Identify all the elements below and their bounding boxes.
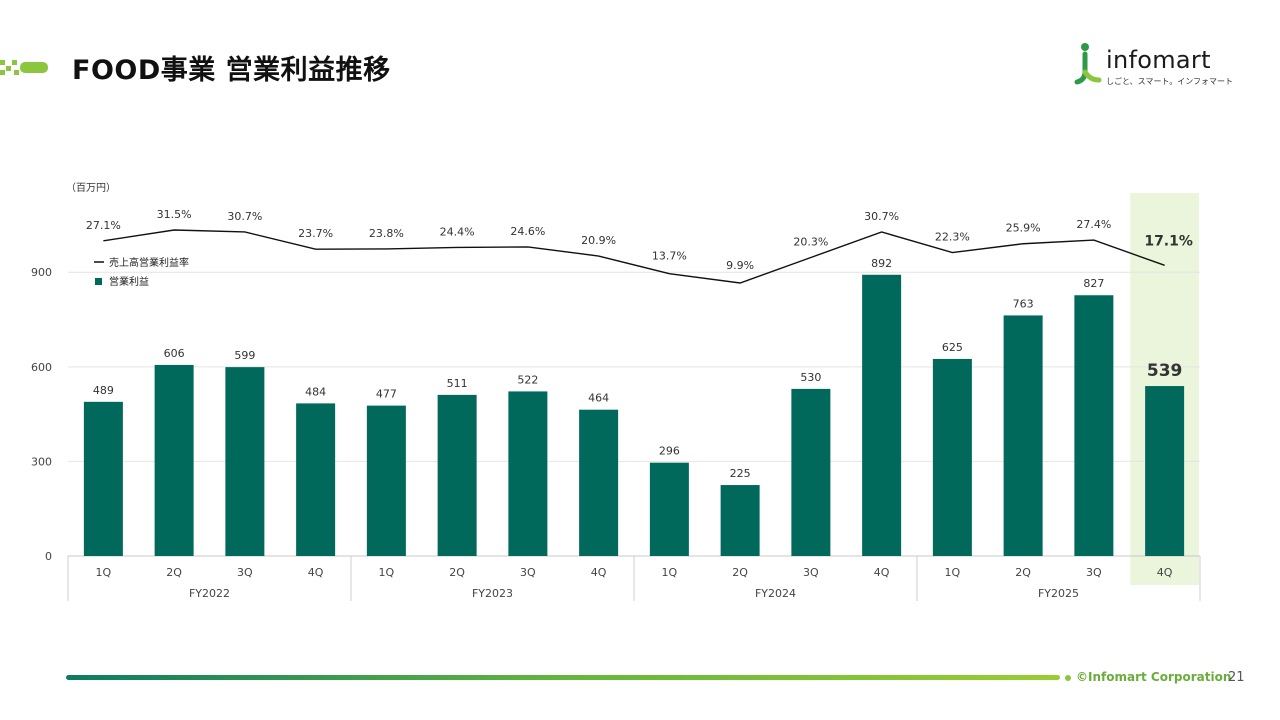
line-value-label: 13.7% xyxy=(652,250,687,263)
line-value-label: 23.8% xyxy=(369,227,404,240)
line-value-label: 9.9% xyxy=(726,259,754,272)
bar-value-label: 464 xyxy=(588,392,609,405)
line-value-label: 27.1% xyxy=(86,219,121,232)
bar-value-label: 606 xyxy=(164,347,185,360)
x-tick-label: 2Q xyxy=(1015,566,1031,579)
bar-3q-14 xyxy=(1074,295,1114,556)
x-tick-label: 4Q xyxy=(1157,566,1173,579)
line-value-label: 27.4% xyxy=(1076,218,1111,231)
bar-value-label: 489 xyxy=(93,384,114,397)
y-tick-label: 600 xyxy=(31,361,52,374)
bar-4q-15 xyxy=(1145,386,1185,556)
legend-bar-label: 営業利益 xyxy=(109,275,149,288)
x-group-label: FY2022 xyxy=(189,587,230,600)
bar-2q-1 xyxy=(154,364,194,556)
x-tick-label: 4Q xyxy=(591,566,607,579)
x-tick-label: 1Q xyxy=(945,566,961,579)
bar-value-label: 539 xyxy=(1147,361,1183,381)
bar-1q-12 xyxy=(932,358,972,556)
line-value-label: 20.9% xyxy=(581,234,616,247)
bar-value-label: 522 xyxy=(517,373,538,386)
legend-line-label: 売上高営業利益率 xyxy=(109,256,189,269)
x-tick-label: 4Q xyxy=(874,566,890,579)
x-group-label: FY2024 xyxy=(755,587,796,600)
bar-value-label: 530 xyxy=(800,371,821,384)
bar-2q-9 xyxy=(720,485,760,556)
bar-4q-7 xyxy=(579,409,619,556)
title-accent-mark xyxy=(0,60,48,75)
bar-2q-5 xyxy=(437,394,477,556)
y-tick-label: 900 xyxy=(31,266,52,279)
bar-1q-4 xyxy=(366,405,406,556)
x-tick-label: 3Q xyxy=(237,566,253,579)
operating-profit-chart: 0 300 600 900 （百万円） 489 606 599 484 477 511 522 464 2… xyxy=(31,182,1201,601)
bar-value-label: 763 xyxy=(1013,297,1034,310)
logo-tagline: しごと、スマート。インフォマート xyxy=(1106,77,1234,86)
bar-3q-2 xyxy=(225,367,265,556)
margin-rate-line xyxy=(103,229,1165,284)
footer-gradient-line xyxy=(66,675,1060,680)
x-tick-label: 1Q xyxy=(662,566,678,579)
logo-wordmark: infomart xyxy=(1106,46,1211,74)
bar-4q-3 xyxy=(296,403,336,556)
bar-value-label: 625 xyxy=(942,341,963,354)
line-value-label: 22.3% xyxy=(935,231,970,244)
line-value-label: 17.1% xyxy=(1144,233,1193,249)
copyright-text: ©Infomart Corporation xyxy=(1076,670,1232,684)
bar-value-label: 225 xyxy=(730,467,751,480)
page-number: 21 xyxy=(1228,670,1245,685)
x-tick-label: 4Q xyxy=(308,566,324,579)
x-group-label: FY2025 xyxy=(1038,587,1079,600)
bar-3q-6 xyxy=(508,391,548,556)
line-value-label: 24.4% xyxy=(440,225,475,238)
bar-4q-11 xyxy=(862,274,902,556)
x-tick-label: 3Q xyxy=(803,566,819,579)
page-title: FOOD事業 営業利益推移 xyxy=(72,55,391,86)
footer-dot xyxy=(1065,675,1071,681)
line-value-label: 30.7% xyxy=(227,210,262,223)
bar-2q-13 xyxy=(1003,315,1043,556)
x-group-label: FY2023 xyxy=(472,587,513,600)
line-value-label: 25.9% xyxy=(1006,222,1041,235)
x-tick-label: 3Q xyxy=(520,566,536,579)
bar-value-label: 511 xyxy=(447,377,468,390)
x-tick-label: 1Q xyxy=(96,566,112,579)
line-value-label: 24.6% xyxy=(510,225,545,238)
x-tick-label: 2Q xyxy=(732,566,748,579)
legend-bar-swatch xyxy=(95,278,102,285)
bar-value-label: 892 xyxy=(871,257,892,270)
bar-value-label: 827 xyxy=(1083,277,1104,290)
x-tick-label: 3Q xyxy=(1086,566,1102,579)
bar-1q-0 xyxy=(83,401,123,556)
bar-value-label: 599 xyxy=(234,349,255,362)
y-unit-label: （百万円） xyxy=(66,182,116,194)
bar-3q-10 xyxy=(791,388,831,556)
bar-value-label: 477 xyxy=(376,388,397,401)
y-tick-label: 0 xyxy=(45,550,52,563)
x-tick-label: 2Q xyxy=(166,566,182,579)
logo-figure-icon xyxy=(1074,43,1102,85)
x-tick-label: 1Q xyxy=(379,566,395,579)
line-value-label: 30.7% xyxy=(864,210,899,223)
bar-value-label: 484 xyxy=(305,385,326,398)
y-tick-label: 300 xyxy=(31,455,52,468)
company-logo: infomart しごと、スマート。インフォマート xyxy=(1068,42,1233,88)
line-value-label: 31.5% xyxy=(157,208,192,221)
line-value-label: 20.3% xyxy=(793,235,828,248)
x-tick-label: 2Q xyxy=(449,566,465,579)
bar-1q-8 xyxy=(649,462,689,556)
bar-value-label: 296 xyxy=(659,445,680,458)
line-value-label: 23.7% xyxy=(298,227,333,240)
